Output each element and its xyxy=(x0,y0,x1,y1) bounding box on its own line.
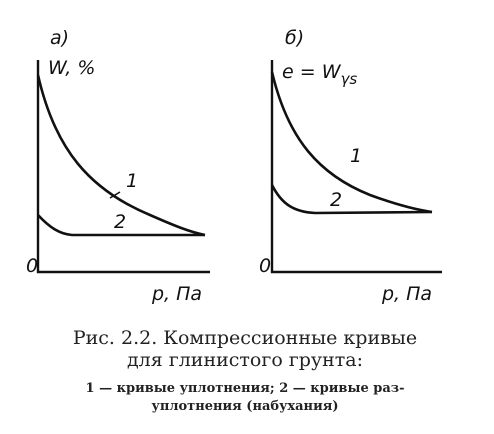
y-axis-label: e = Wγs xyxy=(282,61,357,88)
curve-2 xyxy=(270,184,433,215)
caption-line: для глинистого грунта: xyxy=(127,349,363,371)
panel-b: б) e = Wγs 1 2 0 p, Па xyxy=(259,27,442,305)
origin-label: 0 xyxy=(259,255,271,277)
axes xyxy=(36,60,210,274)
curve-2 xyxy=(37,214,205,237)
leader xyxy=(109,191,121,199)
curve-1 xyxy=(36,74,206,237)
origin-label: 0 xyxy=(26,255,38,277)
curve-label: 2 xyxy=(330,189,342,211)
legend-line: уплотнения (набухания) xyxy=(152,399,339,414)
y-axis-label: W, % xyxy=(48,57,95,79)
axes xyxy=(270,60,442,274)
caption-line: Рис. 2.2. Компрессионные кривые xyxy=(73,327,417,349)
y-axis-label-base: e = W xyxy=(282,61,342,83)
curve-label: 1 xyxy=(350,145,362,167)
x-axis-label: p, Па xyxy=(381,283,432,305)
curve-1 xyxy=(270,71,433,214)
panel-a: а) W, % 1 2 0 p, Па xyxy=(26,27,210,305)
legend-line: 1 — кривые уплотнения; 2 — кривые раз- xyxy=(86,381,405,396)
y-axis-label-subscript: γs xyxy=(340,70,357,88)
curve-label: 1 xyxy=(126,170,138,192)
panel-label: б) xyxy=(285,27,304,49)
x-axis-label: p, Па xyxy=(151,283,202,305)
panel-label: а) xyxy=(50,27,69,49)
curve-label: 2 xyxy=(114,211,126,233)
